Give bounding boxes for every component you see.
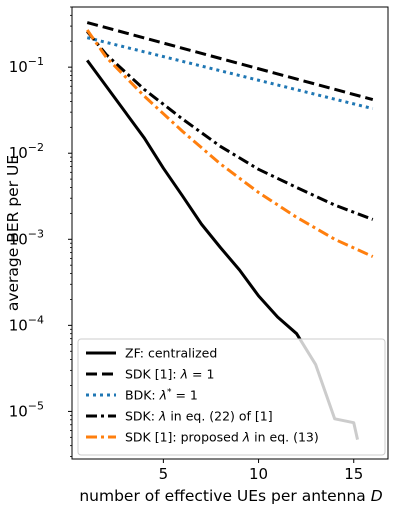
series-line-5 [85,29,374,258]
legend-sdk1-lambda: λ [180,367,188,382]
legend-bdk-post: = 1 [172,388,198,403]
x-axis: 5 10 15 [159,459,363,483]
y-tick-label: 10−2 [9,141,44,162]
legend-sdk22-post: in eq. (22) of [1] [166,409,272,424]
legend-label-bdk: BDK: λ* = 1 [125,388,198,403]
x-axis-label-main: number of effective UEs per antenna [79,487,370,505]
legend-sdk1-pre: SDK [1]: [125,367,181,382]
legend-sdk22-lambda: λ [158,409,166,424]
y-tick-label: 10−1 [9,55,44,76]
x-tick-label: 10 [249,465,268,483]
legend-sdk1-post: = 1 [188,367,214,382]
legend-label-zf: ZF: centralized [125,346,217,361]
legend-box [77,338,386,456]
legend-sdk13-post: in eq. (13) [250,430,319,445]
legend-sdk13-pre: SDK [1]: proposed [125,430,243,445]
legend-bdk-pre: BDK: [125,388,160,403]
legend-label-sdk-eq22: SDK: λ in eq. (22) of [1] [125,409,273,424]
x-tick-label: 15 [344,465,363,483]
series-line-2 [86,21,374,102]
y-axis: 10−5 10−4 10−3 10−2 10−1 [9,6,72,457]
x-axis-label: number of effective UEs per antenna D [79,487,382,505]
y-tick-label: 10−3 [9,227,44,248]
series-line-4 [86,30,374,221]
legend-label-sdk-lambda-1: SDK [1]: λ = 1 [125,367,214,382]
legend-bdk-star: * [167,388,172,398]
y-tick-label: 10−5 [9,399,44,420]
y-tick-label: 10−4 [9,313,44,334]
legend-sdk13-lambda: λ [242,430,250,445]
series-line-3 [86,36,374,111]
legend-sdk22-pre: SDK: [125,409,159,424]
plot-frame [71,6,389,460]
x-tick-label: 5 [159,465,169,483]
legend-bdk-lambda: λ [159,388,167,403]
y-axis-label: average BER per UE [4,155,22,311]
x-axis-label-variable: D [371,487,383,505]
legend: ZF: centralized SDK [1]: λ = 1 BDK: λ* =… [77,338,386,456]
legend-label-sdk-eq13: SDK [1]: proposed λ in eq. (13) [125,430,319,445]
